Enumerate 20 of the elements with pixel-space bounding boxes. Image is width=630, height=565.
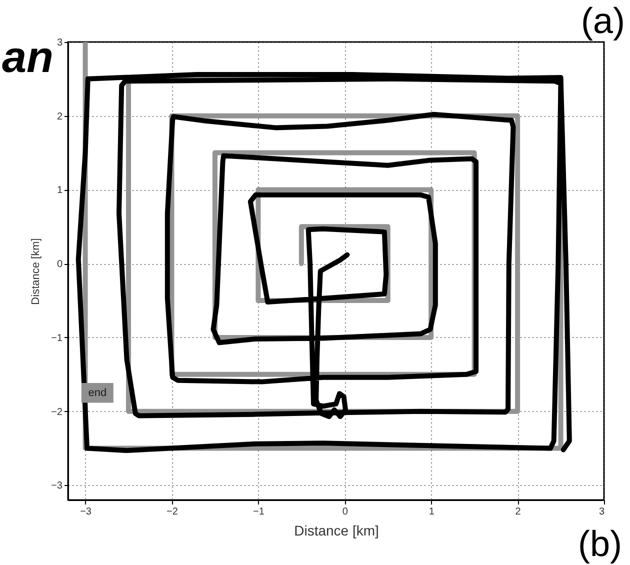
text: (b) <box>578 523 622 564</box>
x-tick-label: 2 <box>515 506 522 518</box>
y-tick-label: 3 <box>56 38 63 48</box>
x-tick-label: −1 <box>252 506 265 518</box>
x-tick-label: −3 <box>80 506 92 518</box>
y-tick-label: 2 <box>56 111 63 122</box>
x-tick-label: −2 <box>166 506 178 518</box>
y-tick-label: −3 <box>51 480 63 492</box>
x-tick-label: 0 <box>342 506 348 518</box>
annotation: end <box>88 386 107 399</box>
y-tick-label: −2 <box>51 406 63 418</box>
y-tick-label: 0 <box>56 259 63 270</box>
y-tick-label: 1 <box>56 185 63 196</box>
x-tick-label: 3 <box>598 506 605 518</box>
x-tick-label: 1 <box>428 506 435 518</box>
y-tick-label: −1 <box>51 332 63 344</box>
x-axis-title: Distance [km] <box>294 522 379 538</box>
text: (a) <box>581 0 625 41</box>
text: an <box>2 33 54 82</box>
y-axis-title: Distance [km] <box>30 238 42 305</box>
